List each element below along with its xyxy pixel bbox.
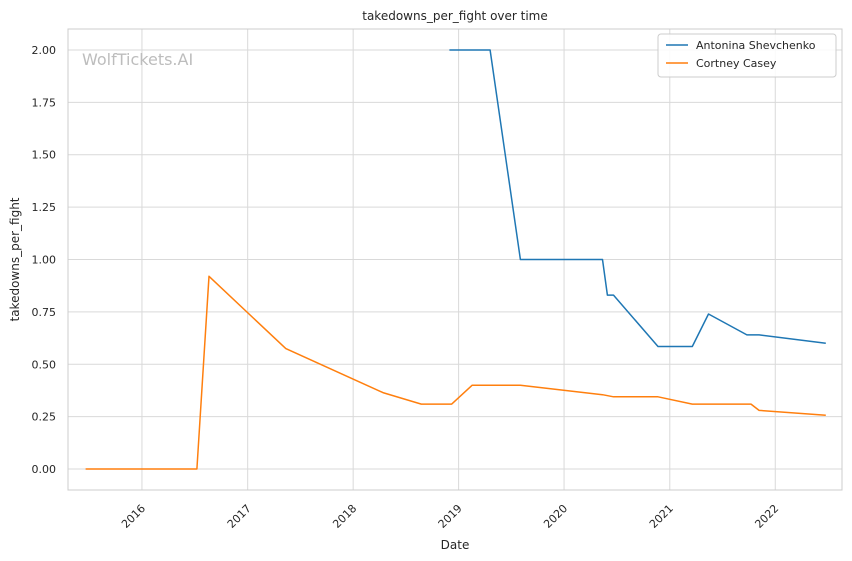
y-tick-label: 0.00 — [32, 463, 57, 476]
y-tick-label: 0.50 — [32, 358, 57, 371]
series-layer — [85, 49, 826, 470]
series-line-1 — [85, 275, 826, 470]
y-tick-label: 1.50 — [32, 149, 57, 162]
series-line-0 — [449, 49, 826, 348]
chart-title: takedowns_per_fight over time — [362, 9, 548, 23]
legend-label: Antonina Shevchenko — [696, 39, 816, 52]
y-tick-label: 1.00 — [32, 254, 57, 267]
x-axis-title: Date — [441, 538, 470, 552]
tick-labels: 0.000.250.500.751.001.251.501.752.002016… — [32, 44, 782, 531]
legend-box — [657, 33, 837, 78]
y-tick-label: 2.00 — [32, 44, 57, 57]
watermark: WolfTickets.AI — [82, 50, 193, 69]
y-tick-label: 0.25 — [32, 411, 57, 424]
y-axis-title: takedowns_per_fight — [8, 197, 22, 321]
y-tick-label: 0.75 — [32, 306, 57, 319]
y-tick-label: 1.25 — [32, 201, 57, 214]
legend: Antonina Shevchenko Cortney Casey — [657, 33, 837, 78]
y-tick-label: 1.75 — [32, 96, 57, 109]
legend-label: Cortney Casey — [696, 57, 777, 70]
plot-frame — [67, 28, 843, 491]
